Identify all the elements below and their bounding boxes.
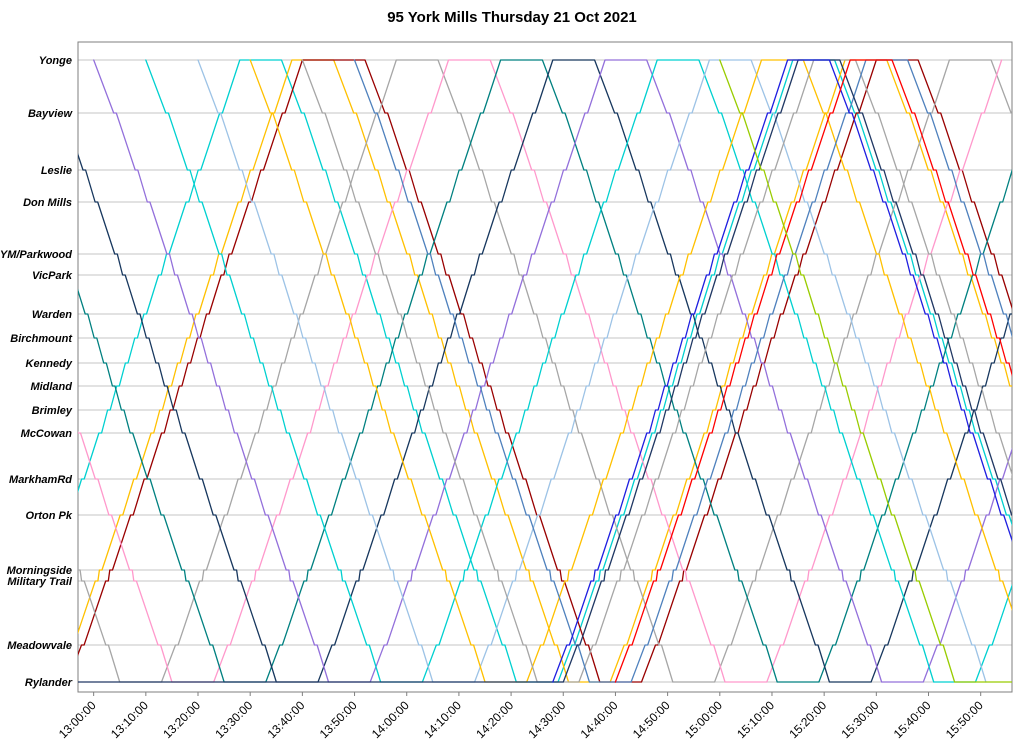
x-axis-label: 13:40:00 bbox=[265, 698, 308, 741]
trip-teal bbox=[78, 59, 1012, 683]
y-axis-label: Brimley bbox=[32, 405, 73, 417]
trip-navy-b bbox=[78, 59, 1012, 683]
chart-title: 95 York Mills Thursday 21 Oct 2021 bbox=[387, 9, 637, 26]
y-axis-label: VicPark bbox=[32, 270, 73, 282]
trip-red bbox=[614, 59, 1012, 683]
y-axis-label: Meadowvale bbox=[7, 640, 72, 652]
trip-navy-a bbox=[78, 59, 1012, 683]
y-axis-label: Midland bbox=[30, 381, 72, 393]
trip-pink bbox=[78, 59, 1003, 683]
x-axis-label: 13:10:00 bbox=[108, 698, 151, 741]
trip-gray-a bbox=[78, 59, 1012, 683]
y-axis-label: Rylander bbox=[25, 677, 73, 689]
y-axis-label: YM/Parkwood bbox=[0, 249, 72, 261]
trip-gray-b bbox=[301, 59, 1012, 683]
trip-cyan-a bbox=[78, 59, 1012, 683]
x-axis-label: 13:20:00 bbox=[160, 698, 203, 741]
y-axis-label: Birchmount bbox=[10, 333, 73, 345]
y-axis-label: Don Mills bbox=[23, 197, 72, 209]
x-axis-label: 13:00:00 bbox=[56, 698, 99, 741]
y-axis-label: MarkhamRd bbox=[9, 474, 72, 486]
x-axis-label: 14:40:00 bbox=[578, 698, 621, 741]
x-axis-label: 13:30:00 bbox=[212, 698, 255, 741]
trip-cyan-b bbox=[145, 59, 1012, 683]
y-axis-label: Morningside bbox=[7, 565, 72, 577]
trip-gold-b bbox=[249, 59, 1012, 683]
x-axis-label: 14:00:00 bbox=[369, 698, 412, 741]
trip-lines bbox=[78, 59, 1012, 683]
x-axis-label: 15:30:00 bbox=[839, 698, 882, 741]
plot-border bbox=[77, 41, 1013, 693]
trip-purple bbox=[93, 59, 1012, 683]
trip-steelblue bbox=[353, 59, 1012, 683]
x-axis-label: 14:10:00 bbox=[421, 698, 464, 741]
x-axis-label: 14:50:00 bbox=[630, 698, 673, 741]
y-axis-label: Leslie bbox=[41, 165, 72, 177]
trip-lightblue bbox=[197, 59, 987, 683]
y-axis-label: Orton Pk bbox=[26, 510, 73, 522]
y-axis-label: Bayview bbox=[28, 108, 73, 120]
x-axis-label: 15:50:00 bbox=[943, 698, 986, 741]
trip-darkred bbox=[78, 59, 1012, 683]
x-axis-label: 15:00:00 bbox=[682, 698, 725, 741]
trip-blue bbox=[552, 59, 1012, 683]
x-axis-label: 14:20:00 bbox=[473, 698, 516, 741]
y-axis-label: Military Trail bbox=[7, 576, 73, 588]
trip-green bbox=[719, 59, 1012, 683]
y-axis-label: Yonge bbox=[39, 55, 72, 67]
x-axis-label: 13:50:00 bbox=[317, 698, 360, 741]
x-axis-label: 14:30:00 bbox=[525, 698, 568, 741]
y-axis-label: Warden bbox=[32, 309, 72, 321]
y-axis-label: McCowan bbox=[21, 428, 73, 440]
y-axis-label: Kennedy bbox=[26, 358, 73, 370]
x-axis-label: 15:10:00 bbox=[734, 698, 777, 741]
x-axis-label: 15:40:00 bbox=[891, 698, 934, 741]
x-axis-label: 15:20:00 bbox=[786, 698, 829, 741]
